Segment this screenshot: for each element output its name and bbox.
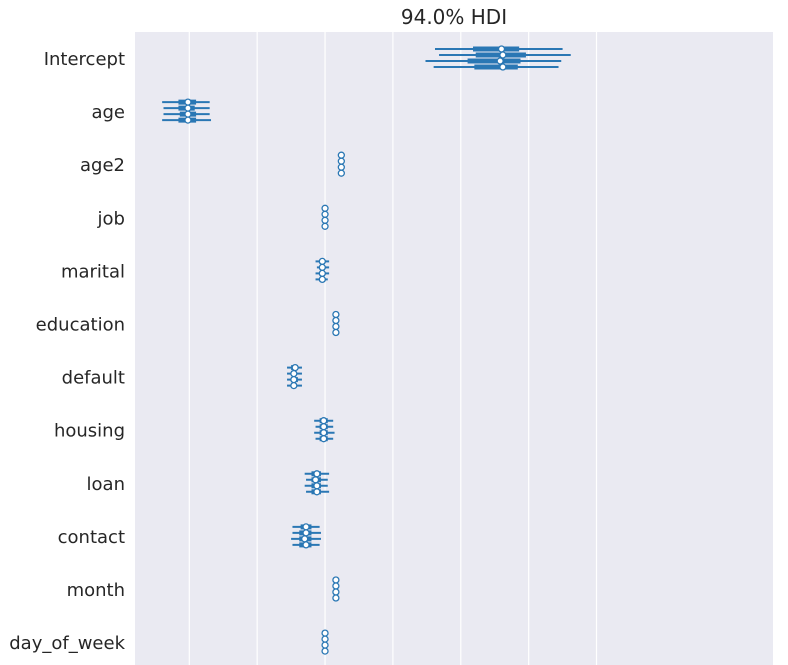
- mean-point: [320, 435, 328, 443]
- mean-point: [321, 629, 329, 637]
- mean-point: [320, 417, 328, 425]
- y-label-age2: age2: [80, 155, 125, 176]
- mean-point: [184, 116, 192, 124]
- y-label-loan: loan: [87, 474, 125, 495]
- mean-point: [332, 594, 340, 602]
- plot-area: [135, 32, 773, 665]
- variable-education: [332, 310, 340, 337]
- mean-point: [332, 328, 340, 337]
- mean-point: [497, 45, 506, 53]
- variable-day-of-week: [321, 629, 329, 655]
- mean-point: [302, 541, 310, 549]
- mean-point: [290, 381, 298, 390]
- mean-point: [332, 316, 340, 325]
- variable-age2: [337, 151, 345, 177]
- mean-point: [321, 635, 329, 643]
- mean-point: [321, 641, 329, 649]
- mean-point: [318, 275, 326, 284]
- mean-point: [332, 310, 340, 319]
- mean-point: [332, 322, 340, 331]
- variable-Intercept: [425, 45, 571, 71]
- variable-marital: [315, 257, 330, 284]
- chart-marks: [162, 45, 571, 655]
- mean-point: [301, 535, 309, 543]
- y-label-job: job: [97, 208, 125, 229]
- variable-housing: [314, 417, 335, 443]
- mean-point: [321, 216, 329, 224]
- variable-month: [332, 576, 340, 602]
- mean-point: [332, 588, 340, 596]
- y-label-education: education: [36, 315, 125, 336]
- mean-point: [321, 647, 329, 655]
- mean-point: [332, 582, 340, 590]
- mean-point: [337, 157, 345, 165]
- variable-age: [162, 98, 212, 124]
- mean-point: [499, 51, 507, 59]
- mean-point: [318, 269, 326, 278]
- mean-point: [184, 110, 192, 118]
- mean-point: [184, 104, 192, 112]
- mean-point: [313, 482, 321, 490]
- variable-contact: [291, 523, 321, 549]
- y-axis-labels: Intercept age age2 job marital education defau…: [9, 49, 125, 654]
- mean-point: [332, 576, 340, 584]
- variable-loan: [304, 470, 330, 496]
- mean-point: [313, 470, 321, 478]
- mean-point: [318, 257, 326, 266]
- mean-point: [320, 429, 328, 437]
- mean-point: [337, 151, 345, 159]
- mean-point: [313, 488, 321, 496]
- y-label-day-of-week: day_of_week: [9, 633, 125, 654]
- gridlines: [188, 32, 598, 665]
- y-label-month: month: [67, 580, 125, 601]
- mean-point: [302, 523, 310, 531]
- y-label-housing: housing: [54, 421, 125, 442]
- chart-title: 94.0% HDI: [401, 5, 507, 29]
- mean-point: [311, 476, 320, 484]
- mean-point: [496, 57, 504, 65]
- mean-point: [290, 375, 298, 384]
- y-label-age: age: [91, 102, 125, 123]
- variable-job: [321, 204, 329, 230]
- mean-point: [321, 210, 329, 218]
- mean-point: [318, 263, 326, 272]
- mean-point: [320, 423, 328, 431]
- mean-point: [302, 529, 310, 537]
- y-label-default: default: [62, 368, 125, 389]
- mean-point: [499, 63, 507, 71]
- y-label-marital: marital: [61, 261, 125, 282]
- mean-point: [184, 98, 192, 106]
- mean-point: [337, 169, 345, 177]
- mean-point: [290, 369, 298, 378]
- variable-default: [287, 363, 302, 390]
- y-label-contact: contact: [58, 527, 125, 548]
- mean-point: [337, 163, 345, 171]
- mean-point: [321, 222, 329, 230]
- mean-point: [321, 204, 329, 212]
- y-label-Intercept: Intercept: [44, 49, 125, 70]
- mean-point: [291, 363, 299, 372]
